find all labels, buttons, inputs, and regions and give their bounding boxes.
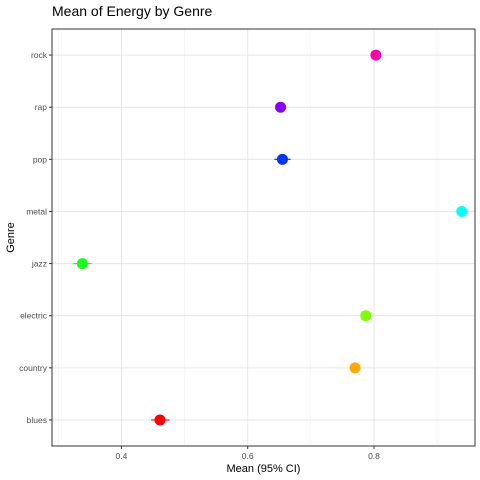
point-country (349, 362, 361, 374)
point-electric (360, 310, 372, 322)
plot-border (51, 28, 476, 447)
y-axis-ticks: blues country electric jazz metal pop rap rock (19, 50, 52, 425)
point-rock (370, 49, 382, 61)
y-tick-label: rock (31, 50, 48, 60)
point-jazz (76, 258, 88, 270)
y-tick-label: electric (20, 311, 48, 321)
y-tick-label: country (19, 363, 48, 373)
y-tick-label: rap (35, 102, 48, 112)
x-axis-ticks: 0.4 0.6 0.8 (116, 446, 380, 461)
y-tick-label: metal (26, 206, 47, 216)
point-blues (154, 414, 166, 426)
x-tick-label: 0.4 (116, 451, 128, 461)
data-points (76, 49, 468, 426)
x-tick-label: 0.8 (368, 451, 380, 461)
point-metal (456, 205, 468, 217)
grid-lines (52, 29, 475, 446)
point-rap (275, 101, 287, 113)
y-tick-label: jazz (31, 259, 47, 269)
plot-panel (52, 29, 475, 446)
y-axis-title: Genre (5, 222, 17, 253)
y-tick-label: blues (27, 415, 47, 425)
chart-title: Mean of Energy by Genre (52, 3, 213, 19)
x-axis-title: Mean (95% CI) (227, 463, 301, 475)
point-pop (276, 153, 288, 165)
x-tick-label: 0.6 (242, 451, 254, 461)
y-tick-label: pop (33, 154, 47, 164)
